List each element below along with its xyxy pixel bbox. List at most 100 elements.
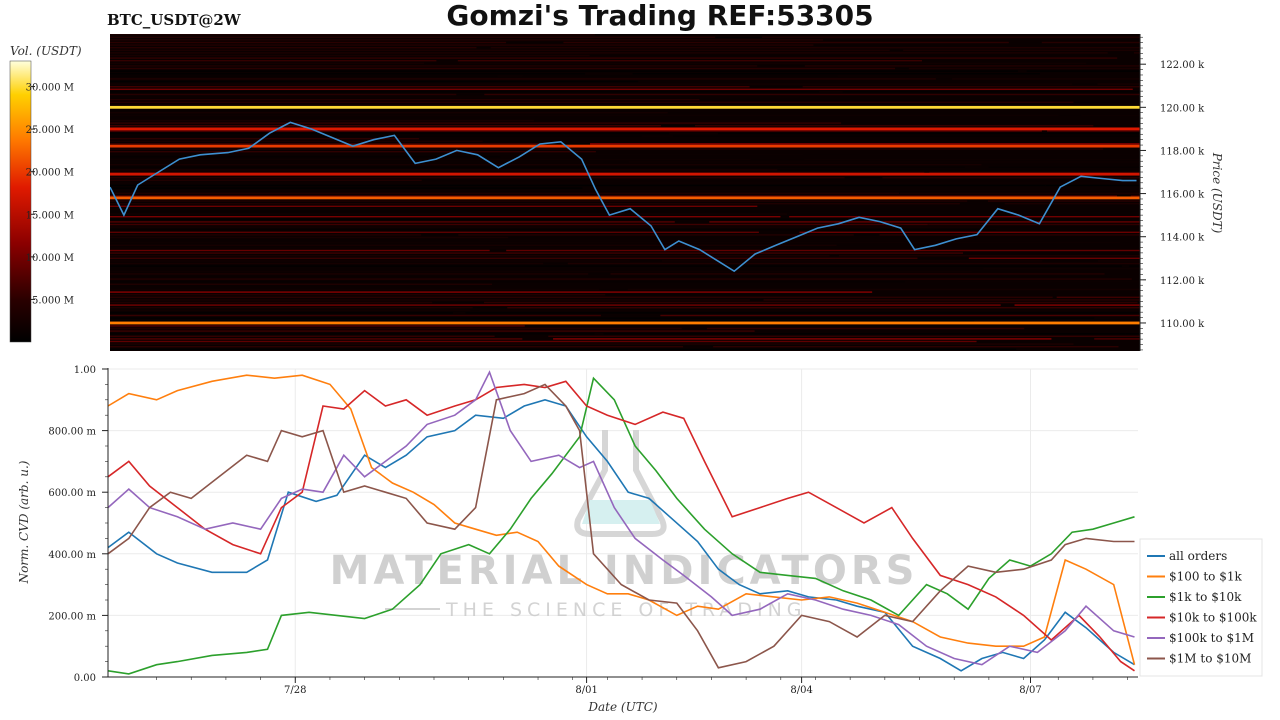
heatmap-row: [553, 338, 1052, 340]
legend-item[interactable]: $1k to $10k: [1147, 590, 1242, 604]
chart-title: Gomzi's Trading REF:53305: [446, 0, 873, 32]
heatmap-row: [110, 340, 977, 343]
heatmap-row: [110, 320, 975, 322]
legend-box: [1139, 538, 1263, 677]
watermark-sub: THE SCIENCE OF TRADING: [445, 599, 807, 621]
price-tick-label: 112.00 k: [1160, 276, 1205, 287]
heatmap-row: [110, 44, 814, 46]
cvd-y-tick-label: 400.00 m: [48, 550, 96, 561]
heatmap-row: [110, 273, 589, 275]
heatmap-row: [110, 135, 642, 137]
heatmap-row: [110, 317, 1095, 319]
heatmap-row: [804, 65, 1140, 67]
legend[interactable]: all orders $100 to $1k $1k to $10k $10k to …: [1139, 538, 1263, 677]
heatmap-row: [694, 125, 1094, 127]
heatmap-row: [988, 166, 1140, 168]
heatmap-row: [110, 200, 968, 202]
heatmap-row: [484, 93, 1140, 96]
heatmap-row: [110, 218, 879, 220]
legend-item[interactable]: $100k to $1M: [1147, 631, 1254, 645]
heatmap-row: [110, 83, 1073, 85]
heatmap-row: [110, 122, 842, 124]
legend-item[interactable]: $10k to $100k: [1147, 611, 1257, 625]
heatmap-row: [110, 229, 996, 231]
legend-items[interactable]: all orders $100 to $1k $1k to $10k $10k to …: [1147, 549, 1257, 666]
heatmap-row: [1056, 296, 1140, 298]
price-axis: 110.00 k 112.00 k 114.00 k 116.00 k 118.00 k…: [1139, 34, 1205, 351]
series-line-r10k_100k: [108, 380, 1135, 672]
heatmap-row: [110, 88, 1133, 90]
price-tick-label: 114.00 k: [1160, 233, 1205, 244]
heatmap-row: [110, 307, 473, 309]
heatmap-row: [110, 60, 437, 62]
heatmap-row: [882, 177, 1140, 179]
heatmap-row: [1094, 338, 1140, 340]
heatmap-row: [110, 138, 420, 140]
legend-item[interactable]: $1M to $10M: [1147, 652, 1251, 666]
colorbar-tick-label: 10.000 M: [26, 253, 74, 264]
colorbar-tick-label: 30.000 M: [26, 83, 74, 94]
heatmap-row: [110, 249, 490, 252]
legend-label: $1k to $10k: [1169, 590, 1242, 604]
cvd-y-tick-label: 800.00 m: [48, 427, 96, 438]
heatmap-row: [110, 270, 972, 272]
legend-label: $10k to $100k: [1169, 611, 1257, 625]
heatmap-row: [879, 234, 1140, 236]
legend-item[interactable]: $100 to $1k: [1147, 570, 1242, 584]
heatmap-row: [110, 275, 1112, 278]
cvd-x-tick-label: 8/01: [575, 685, 597, 696]
heatmap-row: [1047, 130, 1140, 132]
heatmap-row: [661, 260, 1043, 262]
heatmap-row: [478, 239, 1045, 241]
cvd-y-axis-label: Norm. CVD (arb. u.): [17, 460, 31, 584]
heatmap-row: [957, 281, 1140, 283]
heatmap-row: [110, 49, 890, 51]
heatmap-row: [110, 93, 457, 96]
heatmap-row: [110, 265, 1122, 267]
heatmap-row: [110, 203, 960, 205]
heatmap-row: [110, 164, 982, 166]
heatmap-row: [507, 307, 1140, 309]
heatmap-row: [1045, 184, 1140, 187]
heatmap-row: [110, 70, 1018, 72]
series-line-r100k_1m: [108, 370, 1135, 666]
heatmap-row: [110, 192, 900, 194]
heatmap-row: [110, 296, 1053, 298]
heatmap-row: [506, 249, 1140, 252]
heatmap-row: [838, 255, 1140, 257]
heatmap-row: [110, 325, 525, 327]
colorbar-tick-label: 15.000 M: [26, 210, 74, 221]
heatmap-row: [987, 200, 1140, 202]
heatmap-row: [110, 161, 604, 163]
watermark-main: MATERIAL INDICATORS: [330, 548, 919, 594]
heatmap-row: [110, 148, 1104, 150]
legend-item[interactable]: all orders: [1147, 549, 1227, 563]
heatmap-row: [110, 75, 498, 77]
heatmap-row: [110, 291, 873, 293]
heatmap-row: [928, 223, 1140, 226]
heatmap-row: [709, 221, 1140, 223]
heatmap-row: [110, 205, 758, 207]
heatmap-row: [487, 190, 1140, 192]
heatmap-row: [110, 288, 600, 291]
series-line-r1k_10k: [108, 376, 1135, 675]
heatmap-row: [110, 143, 540, 145]
heatmap-row: [804, 158, 1140, 161]
price-tick-label: 122.00 k: [1160, 60, 1205, 71]
heatmap-row: [603, 333, 1126, 335]
cvd-y-tick-label: 200.00 m: [48, 611, 96, 622]
heatmap-row: [110, 39, 824, 41]
heatmap-row: [110, 91, 820, 93]
heatmap-row: [110, 190, 486, 192]
heatmap-row: [563, 41, 1009, 44]
heatmap-row: [110, 67, 896, 70]
heatmap-row: [660, 314, 1140, 317]
heatmap-row: [802, 86, 1140, 88]
heatmap-row: [110, 166, 965, 168]
symbol-label: BTC_USDT@2W: [107, 11, 242, 29]
heatmap-row: [110, 221, 675, 223]
flask-icon: [574, 430, 667, 537]
heatmap-row: [110, 268, 965, 270]
heatmap-row: [110, 257, 918, 259]
